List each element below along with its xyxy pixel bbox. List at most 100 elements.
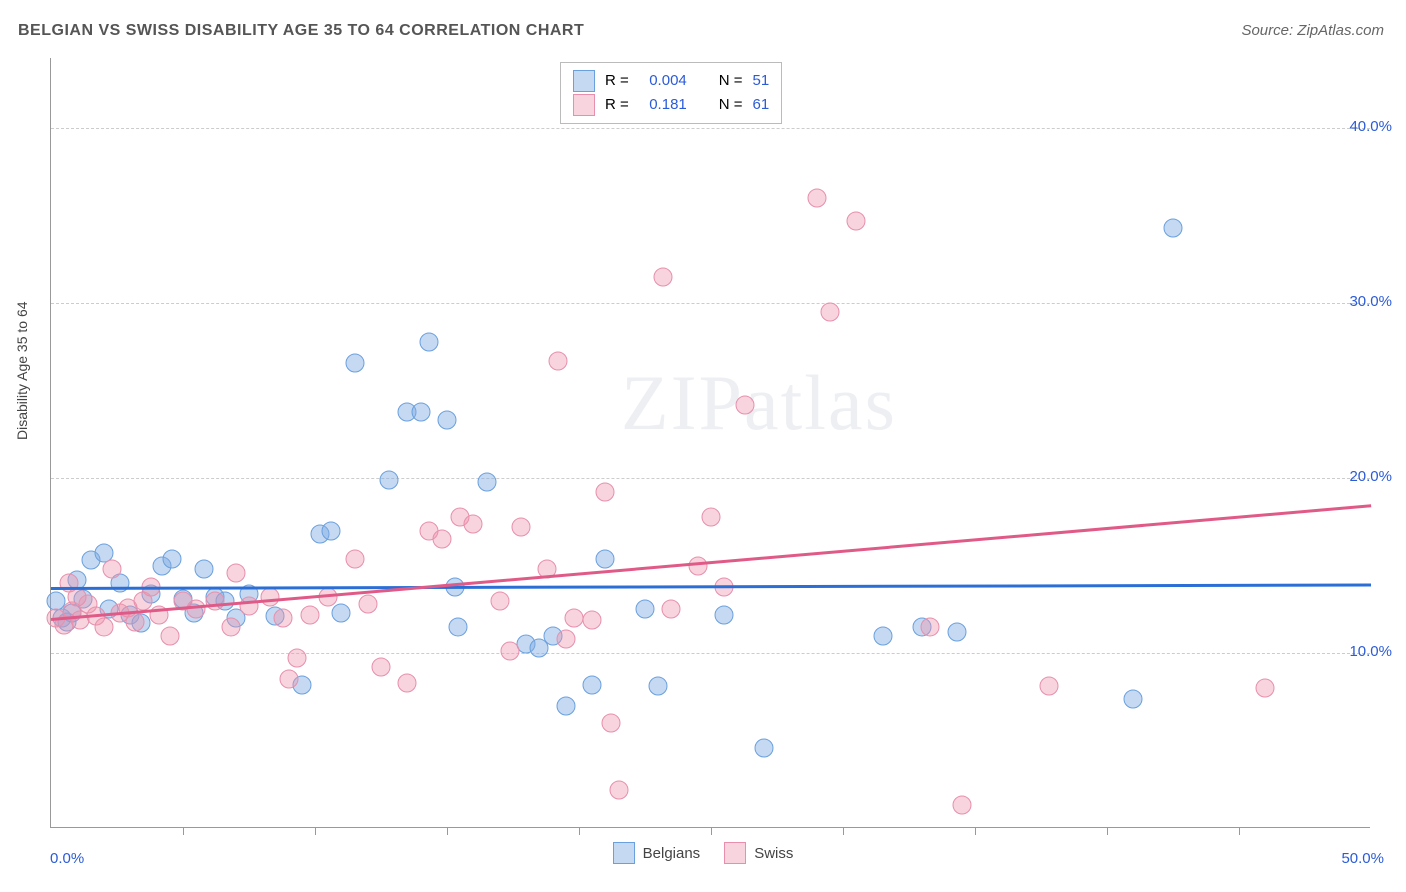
data-point	[398, 673, 417, 692]
legend-label: Swiss	[754, 845, 793, 862]
r-label: R =	[605, 69, 629, 93]
data-point	[1164, 218, 1183, 237]
data-point	[601, 714, 620, 733]
data-point	[226, 563, 245, 582]
gridline	[51, 478, 1370, 479]
watermark: ZIPatlas	[621, 358, 897, 448]
n-value: 61	[753, 93, 770, 117]
gridline	[51, 128, 1370, 129]
data-point	[688, 556, 707, 575]
data-point	[261, 588, 280, 607]
x-tick	[711, 827, 712, 835]
data-point	[187, 600, 206, 619]
y-tick-label: 10.0%	[1349, 643, 1392, 660]
data-point	[438, 411, 457, 430]
data-point	[419, 332, 438, 351]
data-point	[411, 402, 430, 421]
legend-swatch	[573, 94, 595, 116]
data-point	[300, 605, 319, 624]
r-label: R =	[605, 93, 629, 117]
data-point	[195, 560, 214, 579]
legend-item: Belgians	[613, 842, 701, 864]
legend-row: R = 0.181 N = 61	[573, 93, 769, 117]
data-point	[160, 626, 179, 645]
y-axis-label: Disability Age 35 to 64	[14, 301, 30, 440]
x-tick	[843, 827, 844, 835]
y-tick-label: 40.0%	[1349, 118, 1392, 135]
data-point	[287, 649, 306, 668]
data-point	[596, 549, 615, 568]
data-point	[847, 211, 866, 230]
data-point	[477, 472, 496, 491]
data-point	[548, 351, 567, 370]
legend-swatch	[573, 70, 595, 92]
r-value: 0.004	[639, 69, 687, 93]
source-label: Source: ZipAtlas.com	[1241, 22, 1384, 39]
data-point	[358, 595, 377, 614]
data-point	[163, 549, 182, 568]
data-point	[807, 189, 826, 208]
r-value: 0.181	[639, 93, 687, 117]
data-point	[60, 574, 79, 593]
data-point	[490, 591, 509, 610]
data-point	[511, 518, 530, 537]
legend-swatch	[613, 842, 635, 864]
data-point	[754, 738, 773, 757]
data-point	[379, 470, 398, 489]
data-point	[921, 617, 940, 636]
gridline	[51, 303, 1370, 304]
data-point	[1039, 677, 1058, 696]
x-tick	[975, 827, 976, 835]
data-point	[564, 609, 583, 628]
legend-label: Belgians	[643, 845, 701, 862]
data-point	[94, 617, 113, 636]
x-tick	[447, 827, 448, 835]
legend-row: R = 0.004 N = 51	[573, 69, 769, 93]
data-point	[820, 302, 839, 321]
data-point	[102, 560, 121, 579]
x-tick	[183, 827, 184, 835]
data-point	[662, 600, 681, 619]
data-point	[715, 605, 734, 624]
data-point	[279, 670, 298, 689]
x-tick	[315, 827, 316, 835]
plot-area: ZIPatlas	[50, 58, 1370, 828]
data-point	[501, 642, 520, 661]
data-point	[372, 658, 391, 677]
legend-swatch	[724, 842, 746, 864]
series-legend: Belgians Swiss	[0, 842, 1406, 864]
data-point	[321, 521, 340, 540]
data-point	[952, 796, 971, 815]
data-point	[464, 514, 483, 533]
n-value: 51	[753, 69, 770, 93]
x-tick	[1107, 827, 1108, 835]
data-point	[583, 675, 602, 694]
data-point	[873, 626, 892, 645]
n-label: N =	[719, 93, 743, 117]
data-point	[221, 617, 240, 636]
data-point	[205, 591, 224, 610]
data-point	[332, 603, 351, 622]
data-point	[654, 267, 673, 286]
data-point	[556, 630, 575, 649]
n-label: N =	[719, 69, 743, 93]
data-point	[736, 395, 755, 414]
data-point	[448, 617, 467, 636]
data-point	[126, 612, 145, 631]
data-point	[583, 610, 602, 629]
data-point	[345, 353, 364, 372]
data-point	[1256, 679, 1275, 698]
data-point	[345, 549, 364, 568]
data-point	[1124, 689, 1143, 708]
x-tick	[579, 827, 580, 835]
x-tick	[1239, 827, 1240, 835]
chart-container: { "title": "BELGIAN VS SWISS DISABILITY …	[0, 0, 1406, 892]
data-point	[609, 780, 628, 799]
legend-item: Swiss	[724, 842, 793, 864]
data-point	[556, 696, 575, 715]
data-point	[596, 483, 615, 502]
data-point	[274, 609, 293, 628]
gridline	[51, 653, 1370, 654]
y-tick-label: 30.0%	[1349, 293, 1392, 310]
data-point	[702, 507, 721, 526]
